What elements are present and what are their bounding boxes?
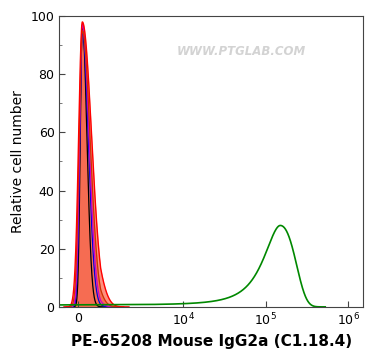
Text: WWW.PTGLAB.COM: WWW.PTGLAB.COM xyxy=(177,45,306,58)
X-axis label: PE-65208 Mouse IgG2a (C1.18.4): PE-65208 Mouse IgG2a (C1.18.4) xyxy=(71,334,352,349)
Y-axis label: Relative cell number: Relative cell number xyxy=(11,90,25,233)
